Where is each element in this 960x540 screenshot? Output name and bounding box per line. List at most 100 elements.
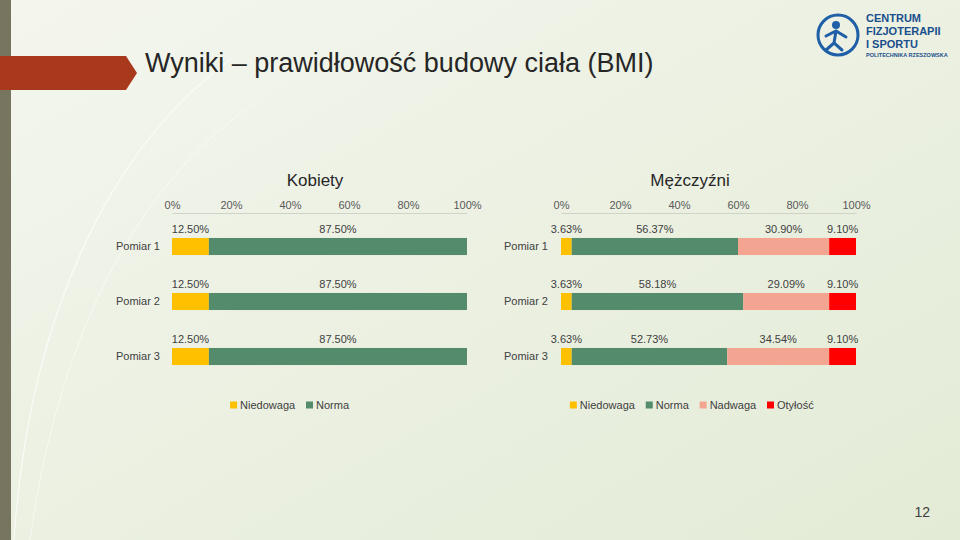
category-label: Pomiar 2 <box>116 295 160 307</box>
background <box>0 0 960 540</box>
legend: NiedowagaNormaNadwagaOtyłość <box>570 399 814 411</box>
tick-label: 40% <box>279 199 301 211</box>
data-label: 3.63% <box>551 278 582 290</box>
tick: 40% <box>279 199 301 213</box>
logo-text: FIZJOTERAPII <box>866 25 941 37</box>
tick-label: 80% <box>397 199 419 211</box>
legend-swatch <box>646 402 653 409</box>
data-label: 52.73% <box>631 333 669 345</box>
logo <box>818 15 858 55</box>
legend-swatch <box>230 402 237 409</box>
tick-label: 100% <box>453 199 481 211</box>
tick: 60% <box>338 199 360 213</box>
legend-item: Norma <box>646 399 690 411</box>
decor-line <box>14 60 230 540</box>
tick: 80% <box>397 199 419 213</box>
bar <box>829 348 856 365</box>
legend-item: Otyłość <box>767 399 814 411</box>
legend-label: Niedowaga <box>240 399 296 411</box>
data-label: 87.50% <box>319 223 357 235</box>
legend-swatch <box>570 402 577 409</box>
bar <box>829 293 856 310</box>
category-label: Pomiar 1 <box>504 240 548 252</box>
bar <box>572 238 738 255</box>
data-label: 12.50% <box>172 333 210 345</box>
chart-0: Kobiety0%20%40%60%80%100%Pomiar 1Pomiar … <box>116 171 482 411</box>
tick: 20% <box>609 199 631 213</box>
bar <box>561 348 572 365</box>
data-labels: 3.63% 56.37% 30.90% 9.10% 3.63% 58.18% 29.09% 9… <box>551 223 859 345</box>
bar <box>172 293 209 310</box>
bar <box>209 238 467 255</box>
data-label: 9.10% <box>827 223 858 235</box>
title-tab <box>0 56 137 90</box>
legend-item: Nadwaga <box>700 399 757 411</box>
bar <box>209 293 467 310</box>
data-label: 3.63% <box>551 223 582 235</box>
data-label: 87.50% <box>319 333 357 345</box>
bar <box>209 348 467 365</box>
tick: 80% <box>786 199 808 213</box>
legend-label: Norma <box>656 399 690 411</box>
axis-line <box>173 213 468 214</box>
bars <box>561 238 856 365</box>
tick-label: 40% <box>668 199 690 211</box>
tick-label: 80% <box>786 199 808 211</box>
bar <box>172 348 209 365</box>
tick-label: 20% <box>609 199 631 211</box>
bar <box>727 348 829 365</box>
tick: 0% <box>165 199 181 213</box>
logo-figure <box>826 31 846 50</box>
bar <box>572 348 728 365</box>
data-label: 56.37% <box>636 223 674 235</box>
bar <box>572 293 744 310</box>
category-label: Pomiar 1 <box>116 240 160 252</box>
bar <box>829 238 856 255</box>
bar <box>743 293 829 310</box>
category-label: Pomiar 3 <box>116 350 160 362</box>
data-label: 34.54% <box>760 333 798 345</box>
tick-label: 60% <box>338 199 360 211</box>
tick: 60% <box>727 199 749 213</box>
logo-head <box>832 21 840 29</box>
legend-item: Niedowaga <box>230 399 296 411</box>
chart-title: Mężczyźni <box>650 171 729 190</box>
logo-subtitle: POLITECHNIKA RZESZOWSKA <box>866 52 948 58</box>
bar <box>738 238 829 255</box>
legend-swatch <box>700 402 707 409</box>
legend-swatch <box>306 402 313 409</box>
legend-label: Nadwaga <box>710 399 757 411</box>
data-labels: 12.50%87.50%12.50%87.50%12.50%87.50% <box>172 223 357 345</box>
decor-line <box>30 100 260 540</box>
tick: 100% <box>453 199 481 213</box>
axis-line <box>562 213 857 214</box>
data-label: 9.10% <box>827 278 858 290</box>
tick-label: 0% <box>165 199 181 211</box>
tick-label: 60% <box>727 199 749 211</box>
tick-label: 0% <box>554 199 570 211</box>
x-axis: 0% 20% 40% 60% 80% 100% <box>165 199 482 214</box>
data-label: 12.50% <box>172 223 210 235</box>
page-number: 12 <box>914 504 930 520</box>
bar <box>561 293 572 310</box>
tick: 20% <box>220 199 242 213</box>
legend-label: Norma <box>316 399 350 411</box>
data-label: 58.18% <box>639 278 677 290</box>
chart-1: Mężczyźni 0% 20% 40% 60% 80% 100% Pomiar 1 Pomia… <box>504 171 871 411</box>
legend-label: Otyłość <box>777 399 814 411</box>
tick: 40% <box>668 199 690 213</box>
data-label: 30.90% <box>765 223 803 235</box>
data-label: 29.09% <box>768 278 806 290</box>
category-label: Pomiar 2 <box>504 295 548 307</box>
data-label: 87.50% <box>319 278 357 290</box>
tick-label: 100% <box>842 199 870 211</box>
category-label: Pomiar 3 <box>504 350 548 362</box>
data-label: 9.10% <box>827 333 858 345</box>
bar <box>172 238 209 255</box>
bars <box>172 238 467 365</box>
tick: 0% <box>554 199 570 213</box>
logo-text: I SPORTU <box>866 38 918 50</box>
bar <box>561 238 572 255</box>
legend: Niedowaga Norma <box>230 399 350 411</box>
data-label: 3.63% <box>551 333 582 345</box>
